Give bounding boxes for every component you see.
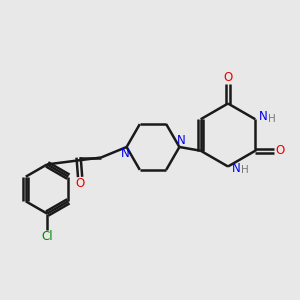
Text: O: O bbox=[276, 144, 285, 157]
Text: O: O bbox=[224, 71, 232, 84]
Text: H: H bbox=[241, 165, 248, 175]
Text: H: H bbox=[268, 114, 276, 124]
Text: N: N bbox=[259, 110, 268, 123]
Text: N: N bbox=[121, 147, 130, 160]
Text: N: N bbox=[232, 161, 241, 175]
Text: O: O bbox=[76, 177, 85, 190]
Text: N: N bbox=[176, 134, 185, 147]
Text: Cl: Cl bbox=[41, 230, 53, 244]
